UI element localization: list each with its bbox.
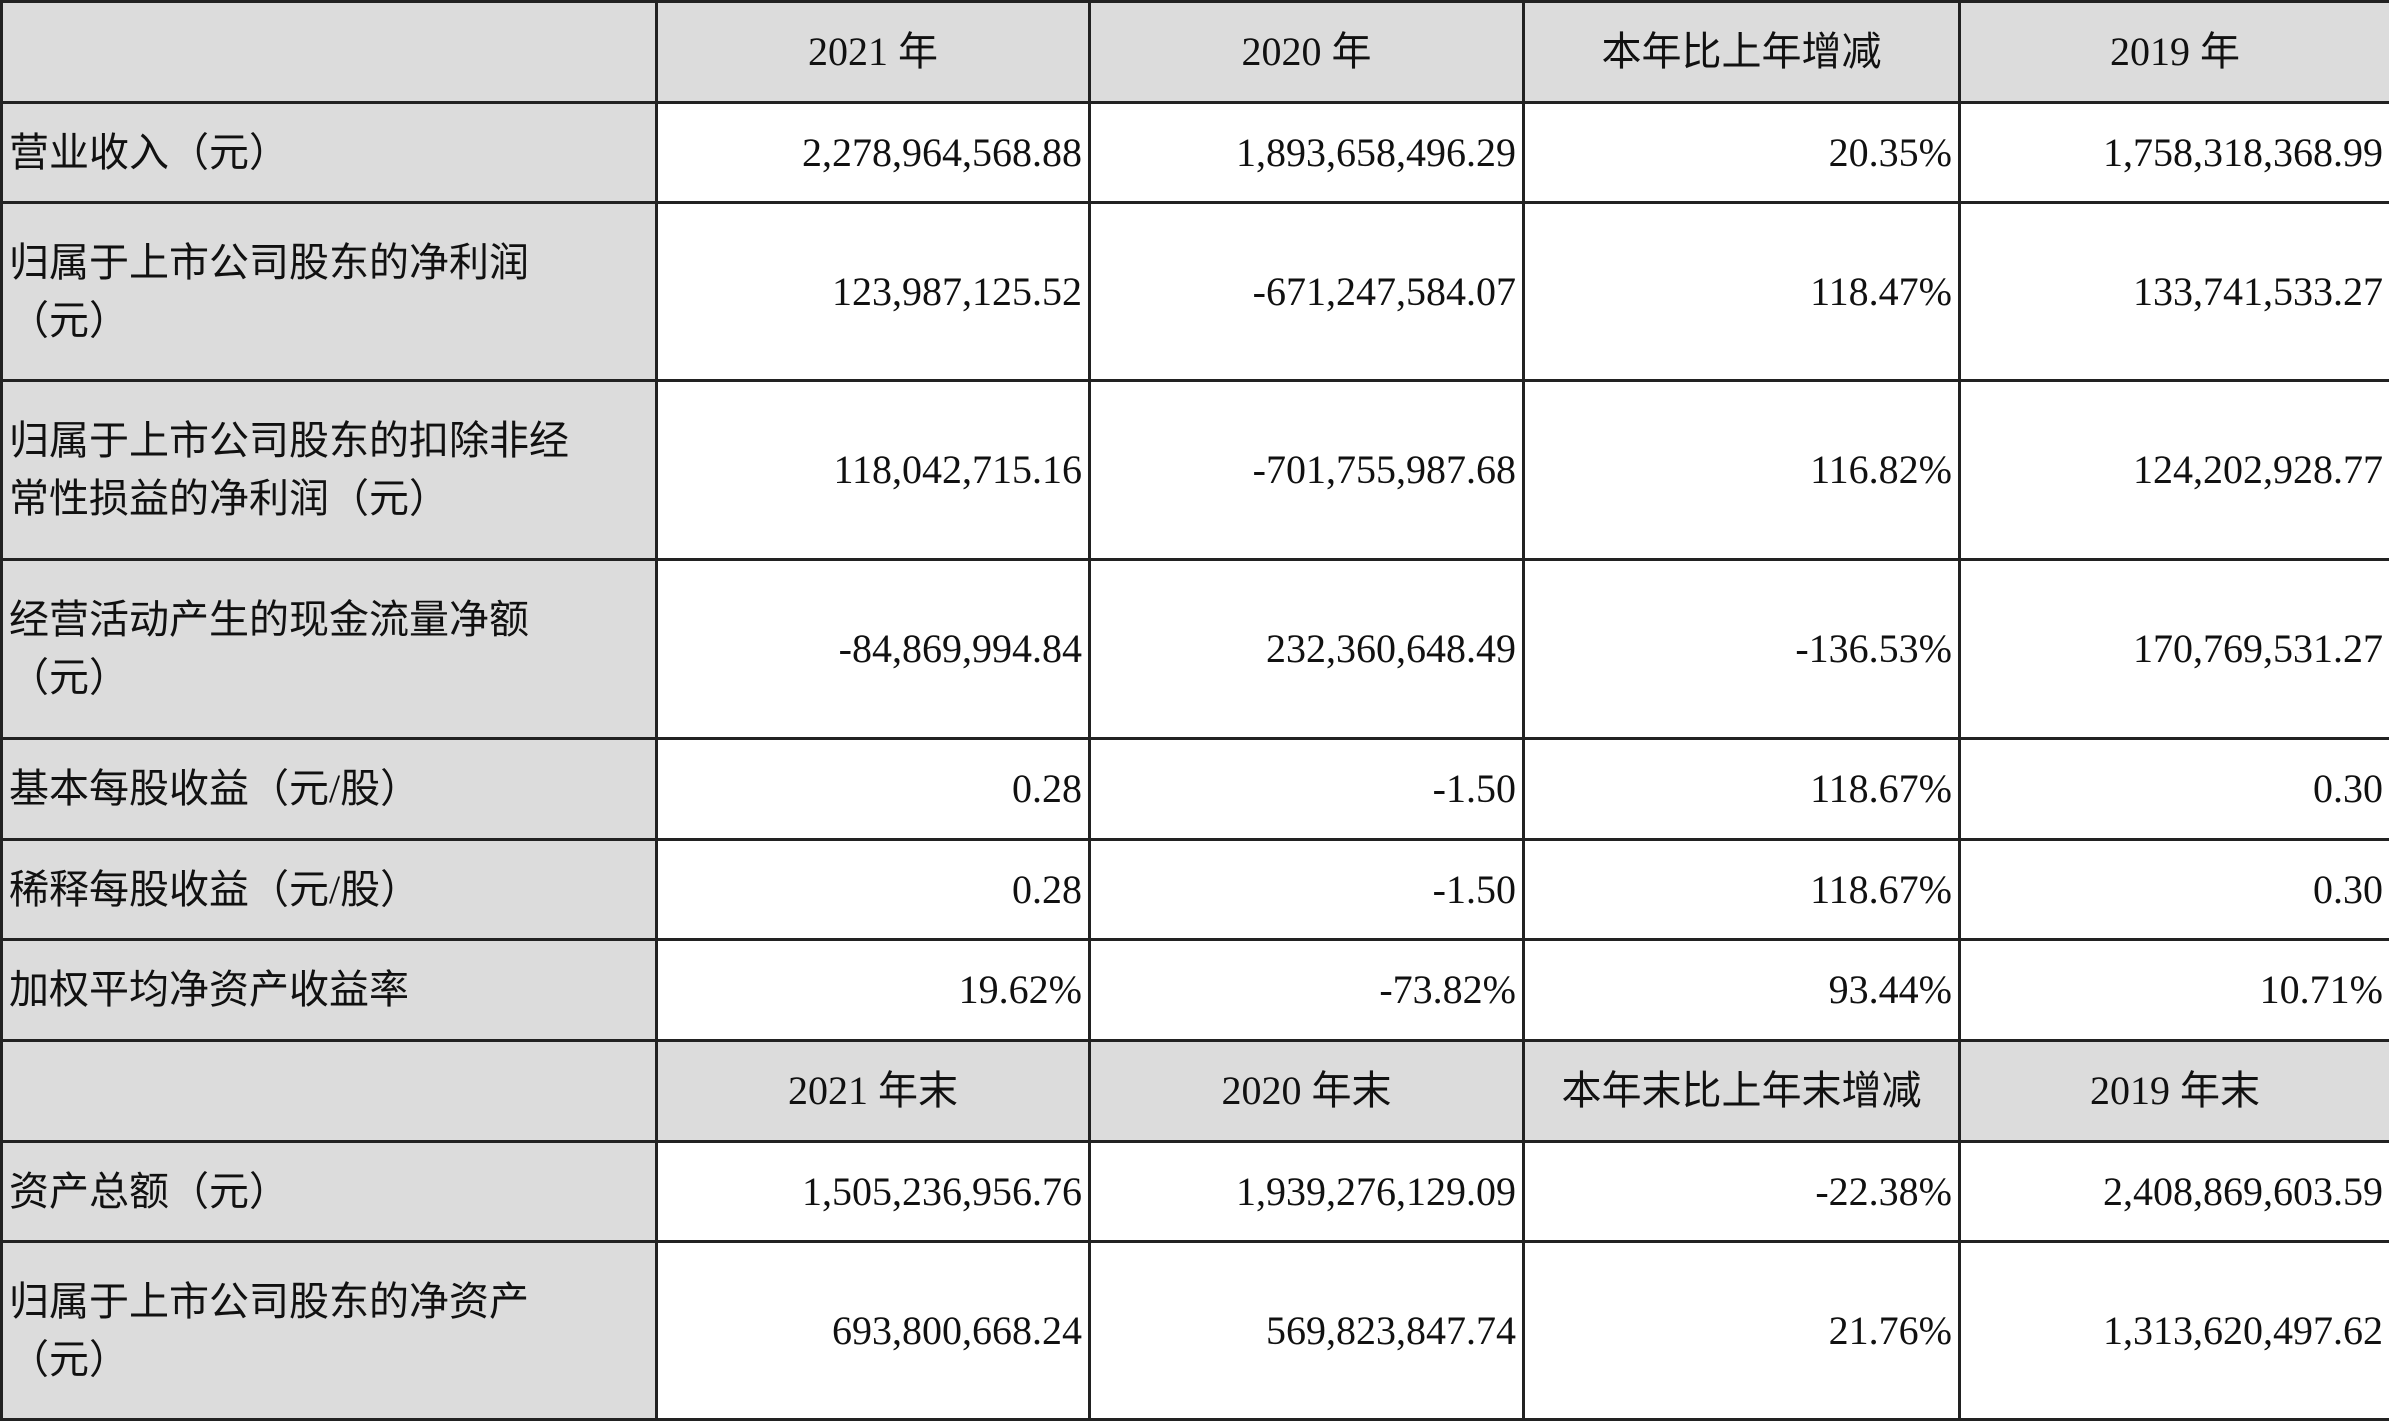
header-corner-cell <box>2 2 657 103</box>
column-header: 2020 年末 <box>1090 1041 1524 1142</box>
value-cell: 118.67% <box>1524 739 1960 840</box>
row-label-cell: 归属于上市公司股东的净利润（元） <box>2 203 657 381</box>
row-label-cell: 基本每股收益（元/股） <box>2 739 657 840</box>
value-cell: 232,360,648.49 <box>1090 560 1524 739</box>
value-cell: 123,987,125.52 <box>657 203 1090 381</box>
value-cell: -84,869,994.84 <box>657 560 1090 739</box>
value-cell: 2,278,964,568.88 <box>657 103 1090 203</box>
value-cell: 1,758,318,368.99 <box>1960 103 2389 203</box>
value-cell: 1,313,620,497.62 <box>1960 1242 2389 1420</box>
row-label: 稀释每股收益（元/股） <box>9 861 589 919</box>
row-label: 归属于上市公司股东的净资产（元） <box>9 1273 589 1389</box>
value-cell: 19.62% <box>657 940 1090 1041</box>
row-label: 加权平均净资产收益率 <box>9 961 589 1019</box>
value-cell: 21.76% <box>1524 1242 1960 1420</box>
value-cell: -22.38% <box>1524 1142 1960 1242</box>
value-cell: 0.28 <box>657 840 1090 940</box>
value-cell: 0.28 <box>657 739 1090 840</box>
row-label-cell: 归属于上市公司股东的扣除非经常性损益的净利润（元） <box>2 381 657 560</box>
row-label: 归属于上市公司股东的净利润（元） <box>9 234 589 350</box>
column-header: 本年末比上年末增减 <box>1524 1041 1960 1142</box>
value-cell: -1.50 <box>1090 840 1524 940</box>
value-cell: 170,769,531.27 <box>1960 560 2389 739</box>
value-cell: 124,202,928.77 <box>1960 381 2389 560</box>
column-header: 2021 年 <box>657 2 1090 103</box>
value-cell: 118.47% <box>1524 203 1960 381</box>
column-header: 本年比上年增减 <box>1524 2 1960 103</box>
value-cell: 20.35% <box>1524 103 1960 203</box>
row-label-cell: 资产总额（元） <box>2 1142 657 1242</box>
row-label: 基本每股收益（元/股） <box>9 760 589 818</box>
row-label-cell: 经营活动产生的现金流量净额（元） <box>2 560 657 739</box>
row-label: 经营活动产生的现金流量净额（元） <box>9 591 589 707</box>
value-cell: 93.44% <box>1524 940 1960 1041</box>
row-label-cell: 营业收入（元） <box>2 103 657 203</box>
row-label-cell: 加权平均净资产收益率 <box>2 940 657 1041</box>
value-cell: 118.67% <box>1524 840 1960 940</box>
value-cell: 118,042,715.16 <box>657 381 1090 560</box>
table-row: 归属于上市公司股东的净利润（元） 123,987,125.52-671,247,5… <box>2 203 2389 381</box>
value-cell: -671,247,584.07 <box>1090 203 1524 381</box>
column-header: 2019 年 <box>1960 2 2389 103</box>
value-cell: -136.53% <box>1524 560 1960 739</box>
row-label: 归属于上市公司股东的扣除非经常性损益的净利润（元） <box>9 412 589 528</box>
value-cell: -1.50 <box>1090 739 1524 840</box>
value-cell: 133,741,533.27 <box>1960 203 2389 381</box>
table-row: 归属于上市公司股东的扣除非经常性损益的净利润（元） 118,042,715.16-… <box>2 381 2389 560</box>
row-label-cell: 稀释每股收益（元/股） <box>2 840 657 940</box>
column-header: 2019 年末 <box>1960 1041 2389 1142</box>
value-cell: -73.82% <box>1090 940 1524 1041</box>
header-corner-cell <box>2 1041 657 1142</box>
value-cell: 569,823,847.74 <box>1090 1242 1524 1420</box>
row-label: 资产总额（元） <box>9 1163 589 1221</box>
table-row: 加权平均净资产收益率 19.62%-73.82%93.44%10.71% <box>2 940 2389 1041</box>
value-cell: 1,939,276,129.09 <box>1090 1142 1524 1242</box>
value-cell: 116.82% <box>1524 381 1960 560</box>
column-header: 2020 年 <box>1090 2 1524 103</box>
row-label-cell: 归属于上市公司股东的净资产（元） <box>2 1242 657 1420</box>
value-cell: 0.30 <box>1960 739 2389 840</box>
value-cell: 1,505,236,956.76 <box>657 1142 1090 1242</box>
row-label: 营业收入（元） <box>9 124 589 182</box>
value-cell: 0.30 <box>1960 840 2389 940</box>
value-cell: -701,755,987.68 <box>1090 381 1524 560</box>
value-cell: 10.71% <box>1960 940 2389 1041</box>
column-header: 2021 年末 <box>657 1041 1090 1142</box>
value-cell: 2,408,869,603.59 <box>1960 1142 2389 1242</box>
value-cell: 693,800,668.24 <box>657 1242 1090 1420</box>
value-cell: 1,893,658,496.29 <box>1090 103 1524 203</box>
